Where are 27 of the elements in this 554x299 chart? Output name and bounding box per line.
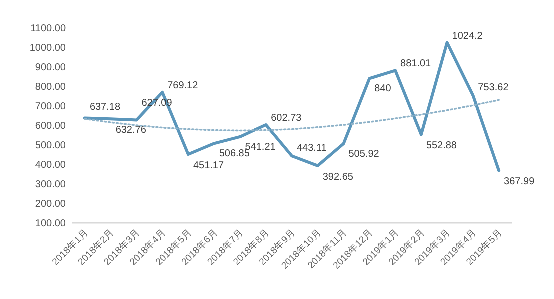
y-tick-label: 600.00 — [35, 121, 66, 132]
data-label: 443.11 — [297, 143, 328, 154]
data-label: 552.88 — [426, 140, 458, 152]
data-label: 367.99 — [504, 176, 536, 188]
y-tick-label: 1100.00 — [30, 24, 66, 34]
data-label: 602.73 — [271, 112, 302, 124]
y-tick-label: 1000.00 — [30, 43, 66, 54]
data-label: 506.85 — [219, 148, 250, 160]
line-series — [84, 99, 500, 132]
y-tick-label: 300.00 — [35, 180, 66, 190]
data-label: 753.62 — [478, 82, 510, 94]
data-label: 1024.2 — [452, 30, 484, 42]
y-tick-label: 800.00 — [35, 82, 66, 93]
data-label: 637.18 — [90, 102, 121, 114]
data-label: 505.92 — [348, 148, 380, 160]
data-label: 392.65 — [322, 172, 354, 183]
data-label: 632.76 — [116, 125, 147, 136]
y-tick-label: 400.00 — [35, 160, 66, 171]
y-tick-label: 500.00 — [35, 140, 66, 152]
data-label: 840 — [374, 84, 392, 95]
y-tick-label: 200.00 — [35, 199, 66, 210]
y-tick-label: 700.00 — [35, 102, 66, 112]
y-tick-label: 900.00 — [35, 62, 66, 74]
data-label: 769.12 — [168, 80, 199, 92]
y-tick-label: 100.00 — [35, 218, 66, 230]
data-label: 451.17 — [193, 160, 224, 172]
data-label: 881.01 — [400, 58, 432, 70]
